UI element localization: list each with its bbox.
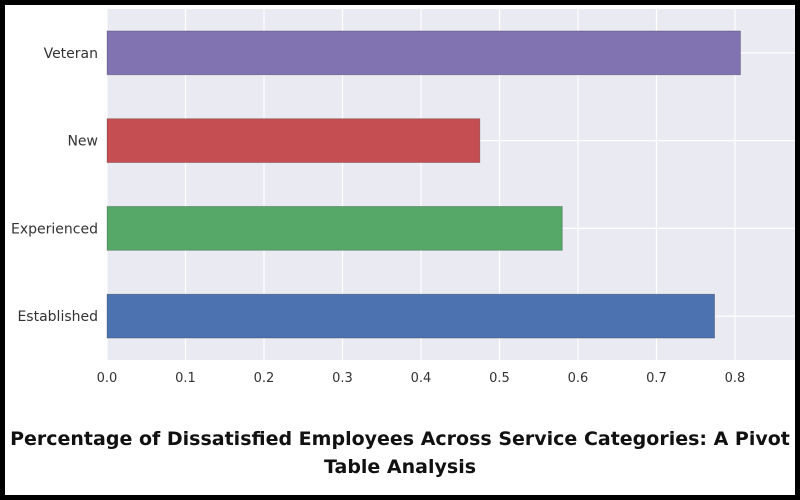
- x-tick-label: 0.0: [97, 371, 118, 386]
- bar-established: [106, 293, 715, 339]
- x-tick-label: 0.8: [725, 371, 746, 386]
- y-tick-labels: Established Experienced New Veteran: [11, 46, 98, 325]
- x-tick-labels: 0.0 0.1 0.2 0.3 0.4 0.5 0.6 0.7 0.8: [97, 371, 746, 386]
- chart-title: Percentage of Dissatisfied Employees Acr…: [10, 428, 790, 478]
- bar-new: [106, 118, 481, 163]
- x-tick-label: 0.6: [568, 371, 589, 386]
- y-tick-label: Experienced: [11, 221, 98, 237]
- y-tick-label: Established: [17, 309, 98, 325]
- x-tick-label: 0.4: [411, 371, 432, 386]
- y-tick-label: New: [67, 134, 98, 150]
- y-tick-label: Veteran: [44, 46, 98, 62]
- bar-experienced: [106, 206, 563, 251]
- x-tick-label: 0.2: [254, 371, 275, 386]
- x-tick-label: 0.5: [489, 371, 510, 386]
- bars: [106, 30, 741, 339]
- x-tick-label: 0.1: [175, 371, 196, 386]
- bar-veteran: [106, 30, 741, 76]
- x-tick-label: 0.7: [646, 371, 667, 386]
- x-tick-label: 0.3: [332, 371, 353, 386]
